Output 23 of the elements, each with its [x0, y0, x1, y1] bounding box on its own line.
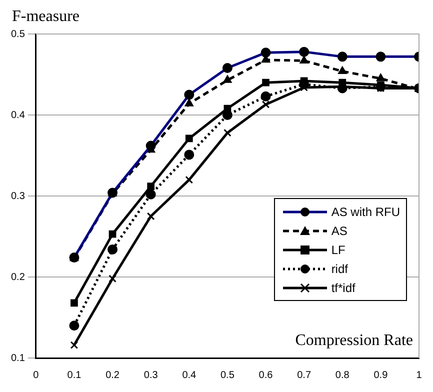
legend-label: LF — [331, 242, 346, 256]
y-axis-title: F-measure — [12, 8, 80, 26]
x-tick-label: 0.1 — [67, 370, 82, 381]
y-tick-label: 0.5 — [10, 28, 26, 40]
x-tick-label: 0 — [33, 370, 40, 381]
x-tick-label: 0.2 — [106, 370, 120, 381]
y-tick-label: 0.1 — [10, 352, 26, 364]
x-tick-label: 0.5 — [220, 370, 235, 381]
legend-label: AS — [331, 224, 348, 238]
x-tick-label: 0.6 — [258, 370, 274, 381]
legend-label: tf*idf — [331, 280, 356, 294]
x-tick-label: 1 — [416, 370, 422, 381]
legend-label: ridf — [331, 262, 348, 276]
x-tick-label: 0.9 — [374, 370, 388, 381]
x-axis-title: Compression Rate — [295, 332, 413, 350]
x-tick-label: 0.8 — [335, 370, 350, 381]
x-tick-label: 0.4 — [182, 370, 197, 381]
y-tick-label: 0.4 — [10, 110, 26, 121]
x-tick-label: 0.3 — [144, 370, 158, 381]
legend-label: AS with RFU — [331, 204, 400, 218]
y-tick-label: 0.2 — [10, 272, 26, 283]
y-tick-label: 0.3 — [10, 190, 26, 202]
x-tick-label: 0.7 — [297, 370, 312, 381]
